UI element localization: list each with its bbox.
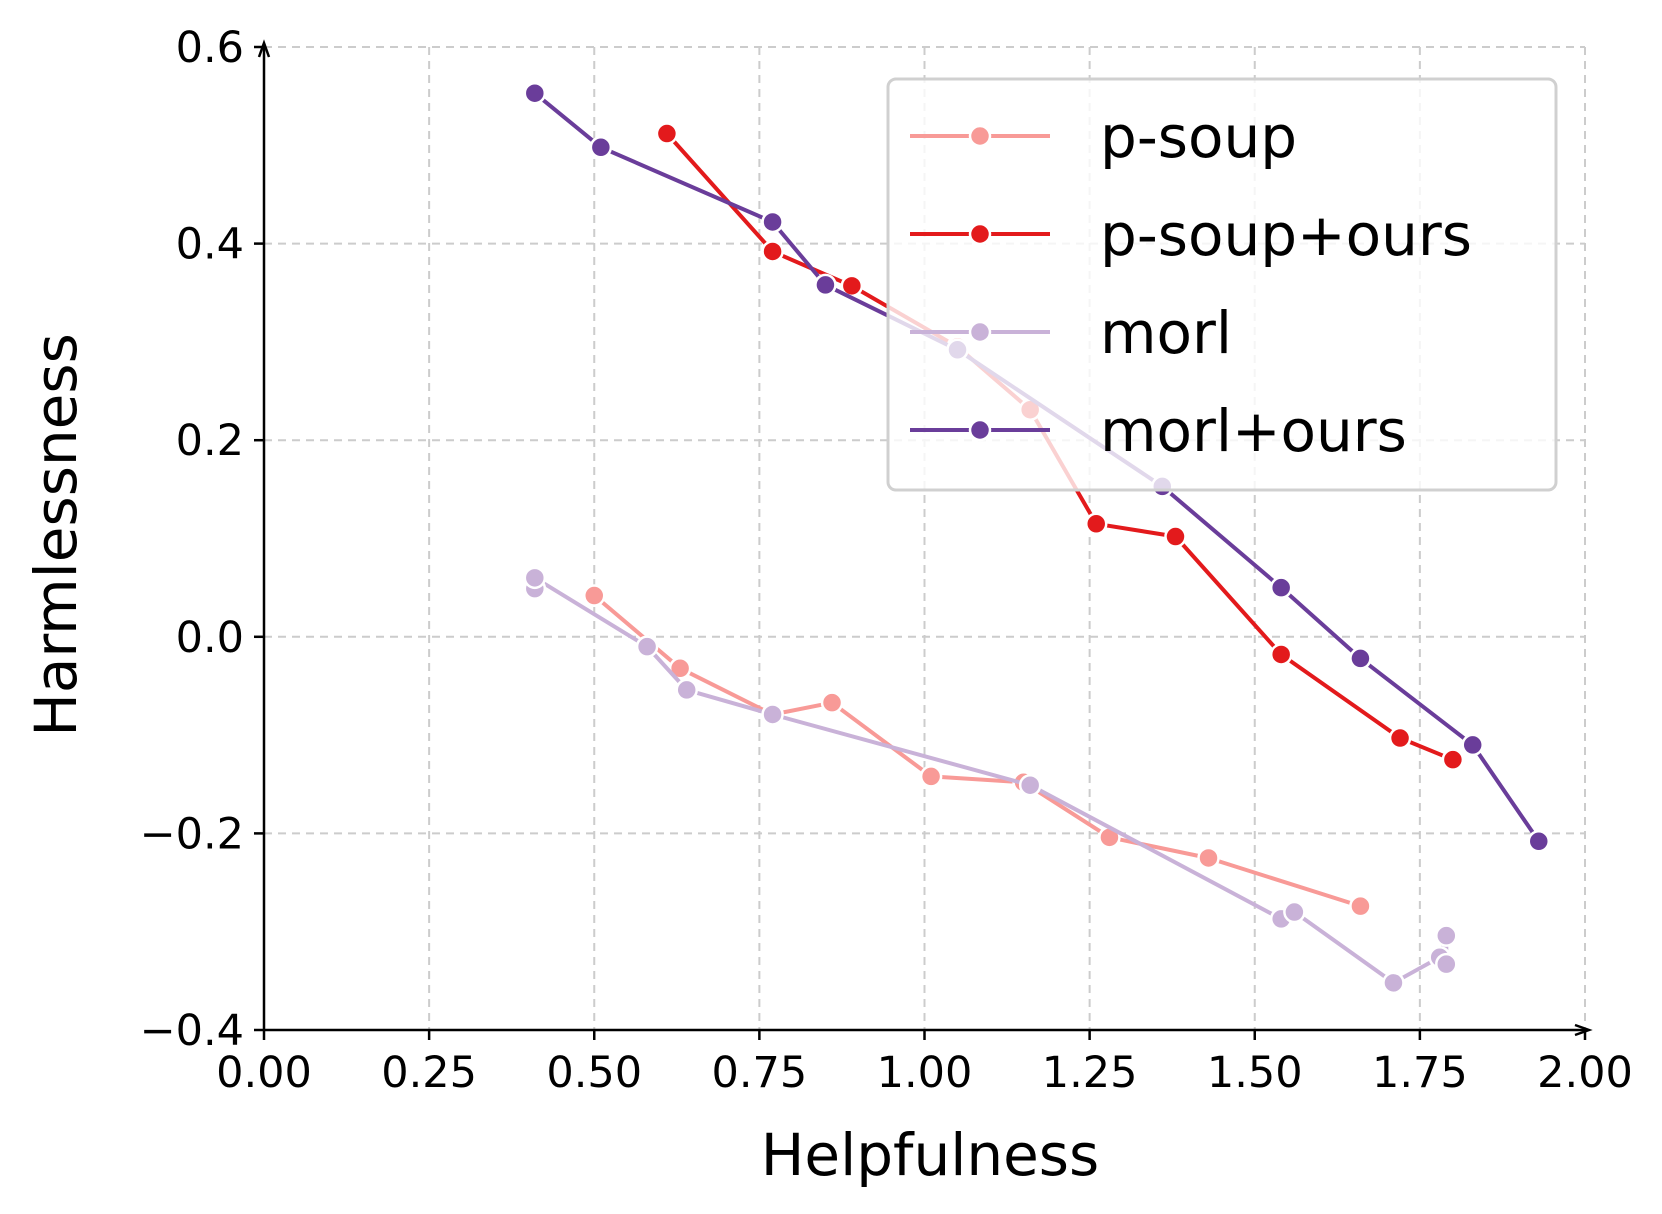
legend-swatch-marker — [968, 124, 992, 148]
legend-entry: p-soup+ours — [910, 201, 1472, 269]
y-tick-label: 0.4 — [176, 220, 244, 270]
legend: p-soup p-soup+ours morl morl+ours — [886, 77, 1558, 492]
data-point — [1441, 748, 1465, 771]
data-point — [635, 635, 659, 658]
data-point — [1461, 733, 1484, 757]
x-axis-arrow — [1574, 1023, 1593, 1037]
data-point — [1349, 894, 1372, 918]
x-tick-label: 1.25 — [1042, 1048, 1138, 1098]
legend-entry: morl+ours — [910, 397, 1407, 465]
data-point — [655, 122, 679, 145]
x-tick-label: 1.75 — [1372, 1048, 1468, 1098]
data-point — [668, 657, 692, 680]
data-point — [523, 566, 547, 590]
data-point — [523, 81, 547, 105]
legend-entries: p-soup p-soup+ours morl morl+ours — [910, 103, 1472, 465]
data-point — [1349, 647, 1372, 670]
legend-label: p-soup — [1100, 103, 1297, 171]
data-point — [1164, 525, 1187, 548]
data-point — [1527, 830, 1551, 853]
legend-entry: p-soup — [910, 103, 1297, 171]
y-axis-arrow — [257, 39, 271, 58]
legend-frame — [886, 77, 1558, 492]
data-point — [1269, 576, 1293, 599]
y-tick-label: −0.2 — [140, 809, 244, 859]
legend-swatch-marker — [968, 418, 992, 442]
data-point — [583, 584, 606, 607]
x-tick-label: 0.75 — [712, 1048, 808, 1098]
x-axis-title: Helpfulness — [761, 1121, 1099, 1189]
x-tick-label: 0.25 — [381, 1048, 477, 1098]
legend-entry: morl — [910, 299, 1232, 367]
data-point — [1084, 512, 1108, 536]
data-point — [761, 703, 784, 726]
ticks: 0.00 0.25 0.50 0.75 1.00 1.25 1.50 1.75 2.00 −0.4… — [140, 23, 1633, 1098]
legend-label: p-soup+ours — [1100, 201, 1472, 269]
data-point — [761, 210, 784, 234]
y-axis-title: Harmlessness — [22, 333, 90, 737]
series-line — [592, 593, 1363, 909]
legend-label: morl — [1100, 299, 1232, 367]
y-tick-label: 0.6 — [176, 23, 244, 73]
data-point — [1283, 900, 1306, 924]
legend-label: morl+ours — [1100, 397, 1407, 465]
y-tick-label: 0.0 — [176, 613, 244, 663]
data-point — [919, 765, 943, 788]
y-tick-label: 0.2 — [176, 416, 244, 466]
data-point — [1018, 773, 1042, 797]
legend-swatch-marker — [968, 320, 992, 344]
data-point — [675, 678, 698, 702]
series-p-soup — [583, 584, 1372, 918]
data-point — [1388, 726, 1412, 750]
data-point — [1382, 971, 1405, 995]
x-tick-label: 2.00 — [1537, 1048, 1633, 1098]
data-point — [1435, 952, 1458, 976]
series-morl — [523, 566, 1458, 995]
data-point — [1269, 643, 1293, 666]
x-tick-label: 0.50 — [546, 1048, 642, 1098]
x-tick-label: 1.50 — [1207, 1048, 1303, 1098]
data-point — [820, 691, 844, 714]
y-tick-label: −0.4 — [140, 1006, 244, 1056]
data-point — [1197, 846, 1220, 870]
x-tick-label: 0.00 — [216, 1048, 312, 1098]
x-tick-label: 1.00 — [877, 1048, 973, 1098]
data-point — [1435, 924, 1458, 947]
data-point — [814, 273, 837, 297]
legend-swatch-marker — [968, 222, 992, 246]
data-point — [589, 136, 613, 159]
data-point — [761, 240, 784, 263]
